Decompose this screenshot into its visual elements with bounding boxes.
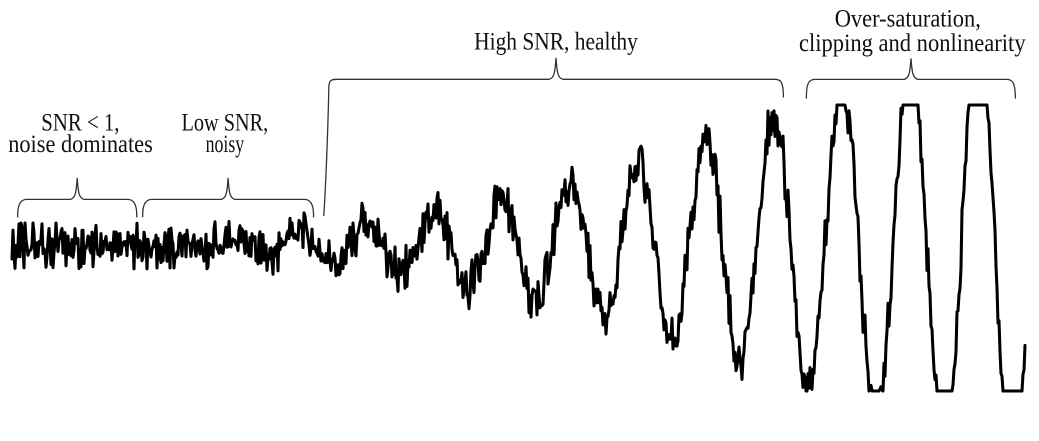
svg-text:Over-saturation,: Over-saturation, [835, 5, 981, 32]
svg-text:clipping and nonlinearity: clipping and nonlinearity [799, 30, 1026, 57]
svg-text:SNR < 1,: SNR < 1, [41, 110, 119, 137]
svg-text:Low SNR,: Low SNR, [182, 110, 269, 137]
svg-text:noisy: noisy [206, 131, 245, 158]
svg-text:noise dominates: noise dominates [8, 131, 153, 158]
svg-text:High SNR, healthy: High SNR, healthy [474, 28, 638, 55]
